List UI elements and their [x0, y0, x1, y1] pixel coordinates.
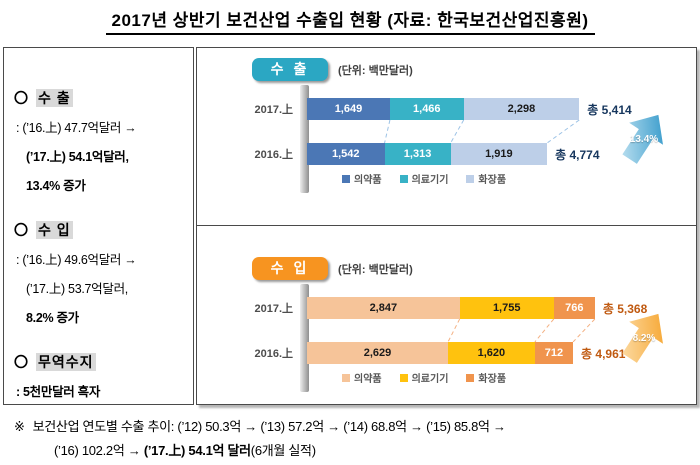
import-bar-rows: 2017.上 2,847 1,755 766 총 5,368 2016.上 2,629 1,6…: [197, 297, 696, 365]
legend-swatch-icon: [466, 174, 475, 183]
bar-row: 2017.上 1,649 1,466 2,298 총 5,414: [197, 98, 696, 120]
legend-swatch-icon: [466, 373, 475, 382]
legend-swatch-icon: [399, 174, 408, 183]
spacer: [197, 319, 307, 342]
export-unit-label: (단위: 백만달러): [338, 64, 413, 77]
legend-label: 화장품: [478, 175, 507, 186]
import-legend: 의약품 의료기기 화장품: [342, 370, 696, 385]
import-chart-section: 수 입 (단위: 백만달러) 2017.上 2,847 1,755 766 총 5,36…: [197, 225, 696, 404]
summary-import-line1: : (’16.上) 49.6억달러 →: [16, 253, 137, 267]
bar-area: 1,542 1,313 1,919 총 4,774: [307, 143, 696, 165]
bar-segment: 1,542: [307, 143, 385, 165]
spacer: [197, 120, 307, 143]
reference-mark-icon: ※: [14, 419, 25, 434]
summary-import-line3: 8.2% 증가: [26, 311, 79, 325]
footnote-line1: ※ 보건산업 연도별 수출 추이: (’12) 50.3억 → (’13) 57.…: [14, 419, 506, 434]
bar-row: 2016.上 1,542 1,313 1,919 총 4,774: [197, 143, 696, 165]
bar-segment: 1,466: [389, 98, 464, 120]
summary-import-line2: (’17.上) 53.7억달러,: [26, 282, 128, 296]
bar-area: 2,629 1,620 712 총 4,961: [307, 342, 696, 365]
title-row: 2017년 상반기 보건산업 수출입 현황 (자료: 한국보건산업진흥원): [0, 0, 700, 35]
summary-balance-heading: 〇 무역수지: [14, 353, 96, 371]
export-chart-header: 수 출 (단위: 백만달러): [252, 58, 696, 81]
bullet-circle-icon: 〇: [14, 354, 29, 370]
legend-swatch-icon: [342, 373, 350, 382]
stacked-bar: 2,847 1,755 766: [307, 297, 595, 320]
import-unit-label: (단위: 백만달러): [338, 263, 413, 276]
total-label: 총 4,961: [581, 346, 626, 361]
legend-label: 의약품: [354, 374, 382, 386]
category-label: 2017.上: [254, 303, 293, 316]
bullet-circle-icon: 〇: [14, 222, 29, 238]
connector-row: [197, 120, 696, 143]
import-chart-badge: 수 입: [252, 257, 328, 281]
growth-arrow: 13.4%: [620, 108, 668, 166]
bar-row: 2017.上 2,847 1,755 766 총 5,368: [197, 297, 696, 320]
bar-segment: 1,649: [307, 98, 390, 120]
summary-export-line2: (’17.上) 54.1억달러,: [26, 150, 129, 164]
connector-lines: [307, 319, 696, 343]
bar-area: 1,649 1,466 2,298 총 5,414: [307, 98, 696, 120]
growth-arrow: 8.2%: [620, 307, 668, 365]
legend-item: 화장품: [466, 370, 506, 385]
growth-rate-label: 8.2%: [632, 332, 656, 344]
bar-segment: 766: [553, 297, 595, 320]
stacked-bar: 1,649 1,466 2,298: [307, 98, 580, 120]
legend-label: 의료기기: [411, 374, 449, 386]
bar-segment: 2,847: [307, 297, 460, 320]
export-chart-badge: 수 출: [252, 58, 328, 81]
charts-panel: 수 출 (단위: 백만달러) 2017.上 1,649 1,466 2,298 총 5,…: [196, 47, 697, 405]
stacked-bar: 1,542 1,313 1,919: [307, 143, 548, 165]
legend-item: 의료기기: [399, 171, 449, 186]
summary-balance-block: 〇 무역수지 : 5천만달러 흑자: [14, 352, 189, 400]
bar-segment: 712: [534, 342, 573, 365]
growth-rate-label: 13.4%: [629, 133, 659, 145]
connector-row: [197, 319, 696, 343]
summary-export-line3: 13.4% 증가: [26, 179, 86, 193]
legend-swatch-icon: [399, 373, 408, 382]
bar-area: 2,847 1,755 766 총 5,368: [307, 297, 696, 320]
connector-lines: [307, 120, 696, 143]
legend-item: 의료기기: [399, 370, 449, 386]
bar-segment: 1,313: [384, 143, 451, 165]
category-label: 2017.上: [254, 104, 293, 116]
total-label: 총 5,414: [587, 102, 632, 117]
legend-item: 의약품: [342, 370, 382, 385]
summary-export-line1: : (’16.上) 47.7억달러 →: [16, 121, 137, 135]
total-label: 총 5,368: [602, 301, 648, 316]
bar-row: 2016.上 2,629 1,620 712 총 4,961: [197, 342, 696, 365]
export-bar-rows: 2017.上 1,649 1,466 2,298 총 5,414 2016.上 1,542 1…: [197, 98, 696, 165]
bar-segment: 1,919: [450, 143, 548, 165]
category-label: 2016.上: [254, 348, 293, 361]
legend-label: 화장품: [478, 374, 507, 386]
category-label: 2016.上: [254, 149, 293, 161]
legend-label: 의약품: [354, 175, 382, 186]
bullet-circle-icon: 〇: [14, 90, 29, 106]
axis-bar: [300, 284, 309, 393]
legend-label: 의료기기: [411, 175, 449, 186]
page-title: 2017년 상반기 보건산업 수출입 현황 (자료: 한국보건산업진흥원): [105, 6, 595, 35]
bar-segment: 1,620: [447, 342, 535, 365]
import-chart-header: 수 입 (단위: 백만달러): [252, 257, 696, 281]
bar-segment: 1,755: [459, 297, 554, 320]
export-legend: 의약품 의료기기 화장품: [342, 171, 696, 186]
footnote: ※ 보건산업 연도별 수출 추이: (’12) 50.3억 → (’13) 57.…: [14, 415, 700, 463]
export-chart-section: 수 출 (단위: 백만달러) 2017.上 1,649 1,466 2,298 총 5,…: [197, 48, 696, 225]
legend-swatch-icon: [342, 174, 350, 183]
stacked-bar: 2,629 1,620 712: [307, 342, 573, 365]
footnote-line2: (’16) 102.2억 → (’17.上) 54.1억 달러(6개월 실적): [54, 443, 316, 458]
bar-segment: 2,298: [463, 98, 580, 120]
legend-item: 의약품: [342, 171, 382, 186]
axis-bar: [300, 85, 309, 193]
summary-balance-line1: : 5천만달러 흑자: [16, 385, 101, 399]
total-label: 총 4,774: [555, 147, 600, 162]
legend-item: 화장품: [466, 171, 506, 186]
bar-segment: 2,629: [307, 342, 448, 365]
